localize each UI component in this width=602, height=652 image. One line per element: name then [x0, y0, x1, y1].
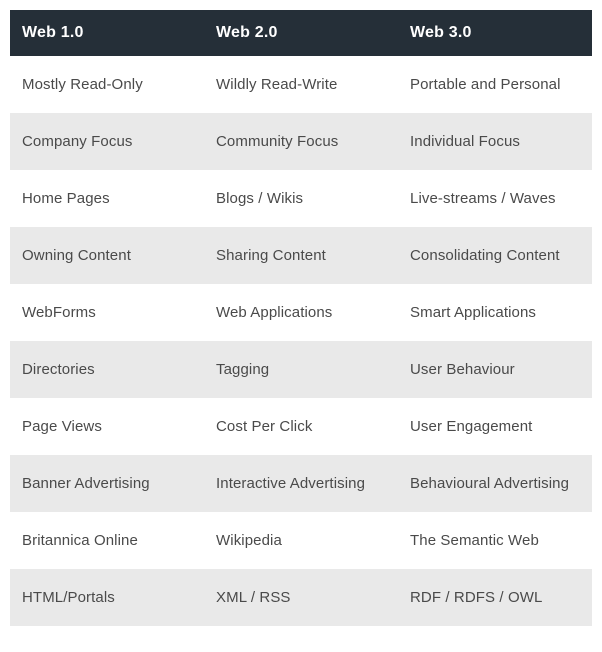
- table-row: WebForms Web Applications Smart Applicat…: [10, 284, 592, 341]
- table-row: Mostly Read-Only Wildly Read-Write Porta…: [10, 56, 592, 113]
- table-row: Banner Advertising Interactive Advertisi…: [10, 455, 592, 512]
- table-row: Company Focus Community Focus Individual…: [10, 113, 592, 170]
- table-cell: WebForms: [10, 284, 204, 341]
- table-cell: Tagging: [204, 341, 398, 398]
- table-cell: XML / RSS: [204, 569, 398, 626]
- column-header: Web 2.0: [204, 10, 398, 56]
- table-cell: User Behaviour: [398, 341, 592, 398]
- table-cell: Behavioural Advertising: [398, 455, 592, 512]
- table-cell: Britannica Online: [10, 512, 204, 569]
- table-cell: Community Focus: [204, 113, 398, 170]
- table-cell: Cost Per Click: [204, 398, 398, 455]
- table-cell: Live-streams / Waves: [398, 170, 592, 227]
- table-cell: RDF / RDFS / OWL: [398, 569, 592, 626]
- table-cell: Owning Content: [10, 227, 204, 284]
- table-cell: Banner Advertising: [10, 455, 204, 512]
- table-cell: Individual Focus: [398, 113, 592, 170]
- table-row: Owning Content Sharing Content Consolida…: [10, 227, 592, 284]
- table-cell: Blogs / Wikis: [204, 170, 398, 227]
- table-cell: Mostly Read-Only: [10, 56, 204, 113]
- column-header: Web 1.0: [10, 10, 204, 56]
- column-header: Web 3.0: [398, 10, 592, 56]
- table-cell: Web Applications: [204, 284, 398, 341]
- table-cell: The Semantic Web: [398, 512, 592, 569]
- table-cell: Smart Applications: [398, 284, 592, 341]
- table-cell: Wikipedia: [204, 512, 398, 569]
- table-cell: Interactive Advertising: [204, 455, 398, 512]
- table-row: HTML/Portals XML / RSS RDF / RDFS / OWL: [10, 569, 592, 626]
- table-cell: Page Views: [10, 398, 204, 455]
- table-row: Home Pages Blogs / Wikis Live-streams / …: [10, 170, 592, 227]
- table-row: Page Views Cost Per Click User Engagemen…: [10, 398, 592, 455]
- table-cell: Sharing Content: [204, 227, 398, 284]
- table-cell: Wildly Read-Write: [204, 56, 398, 113]
- table-cell: User Engagement: [398, 398, 592, 455]
- table-cell: Consolidating Content: [398, 227, 592, 284]
- table-header-row: Web 1.0 Web 2.0 Web 3.0: [10, 10, 592, 56]
- table-cell: Portable and Personal: [398, 56, 592, 113]
- table-row: Britannica Online Wikipedia The Semantic…: [10, 512, 592, 569]
- table-row: Directories Tagging User Behaviour: [10, 341, 592, 398]
- table-cell: Directories: [10, 341, 204, 398]
- table-cell: Home Pages: [10, 170, 204, 227]
- web-evolution-table: Web 1.0 Web 2.0 Web 3.0 Mostly Read-Only…: [10, 10, 592, 626]
- table-cell: Company Focus: [10, 113, 204, 170]
- table-cell: HTML/Portals: [10, 569, 204, 626]
